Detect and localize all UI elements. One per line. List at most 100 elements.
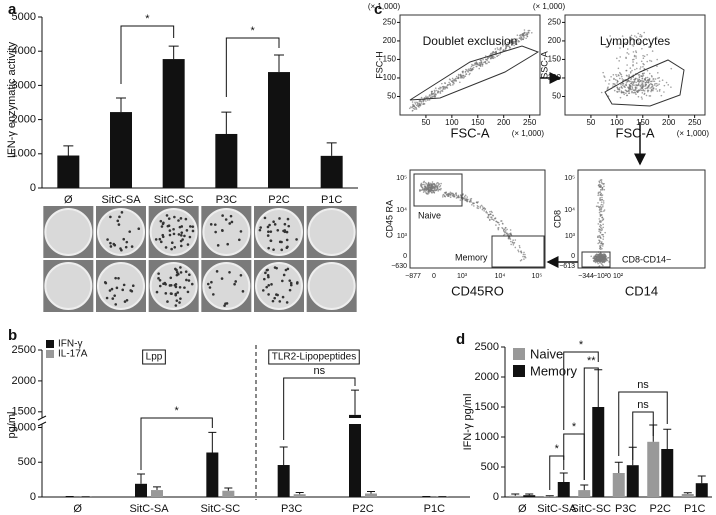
event-dot [437,181,439,184]
event-dot [415,104,418,107]
event-dot [472,202,475,204]
event-dot [481,206,484,208]
event-dot [625,84,627,87]
y-tick-label: 1000 [12,148,36,160]
event-dot [651,50,654,52]
event-dot [602,202,605,204]
x-tick-label: 250 [688,118,702,127]
colony-spot [286,267,290,271]
event-dot [603,210,605,212]
colony-spot [172,227,175,231]
event-dot [451,77,454,80]
event-dot [608,79,611,81]
event-dot [601,247,603,250]
colony-spot [175,299,179,302]
x-tick-label: 10⁴ [495,273,506,280]
event-dot [464,71,467,73]
bar [320,155,343,188]
event-dot [506,41,509,44]
colony-spot [164,292,168,295]
event-dot [634,78,636,81]
event-dot [499,53,502,55]
bar [222,490,235,497]
legend-label: IL-17A [58,349,88,360]
colony-spot [177,219,180,222]
axis-label: FSC-H [374,51,384,79]
event-dot [637,32,639,35]
y-tick-label: 10⁵ [396,175,407,182]
event-dot [653,80,656,83]
colony-spot [283,222,287,226]
event-dot [656,58,658,61]
event-dot [650,75,653,77]
colony-spot [263,277,266,281]
event-dot [422,191,425,193]
event-dot [620,83,622,86]
event-dot [420,182,423,185]
event-dot [641,81,644,83]
event-dot [435,89,437,92]
x-tick-label: Ø [64,194,73,206]
event-dot [646,89,649,92]
significance-bracket [583,367,599,480]
event-dot [480,204,483,207]
event-dot [632,81,635,83]
event-dot [430,183,432,186]
colony-spot [281,295,285,299]
event-dot [431,192,433,194]
gate-label: CD8-CD14− [622,254,671,264]
axis-label: FSC-A [451,125,490,140]
event-dot [431,187,434,189]
event-dot [600,179,602,181]
event-dot [601,186,604,189]
event-dot [481,208,484,211]
gate-label: Naive [418,210,441,220]
event-dot [600,237,602,239]
event-dot [601,233,603,236]
colony-spot [159,219,163,223]
event-dot [522,253,525,256]
event-dot [638,89,641,92]
event-dot [603,260,606,262]
x-tick-label: −10² [593,273,608,280]
event-dot [599,232,602,234]
event-dot [602,258,605,261]
event-dot [590,255,593,258]
event-dot [500,220,503,222]
bar [206,452,219,497]
event-dot [592,257,594,259]
x-tick-label: 10⁵ [532,273,543,280]
event-dot [625,92,627,95]
event-dot [607,86,609,88]
event-dot [512,41,514,44]
x-tick-label: SitC-SC [571,503,611,515]
y-tick-label: 0 [403,253,407,260]
event-dot [520,35,522,38]
event-dot [605,46,607,48]
colony-spot [179,297,182,300]
event-dot [441,90,444,93]
event-dot [622,82,624,84]
event-dot [470,65,473,68]
event-dot [427,99,429,101]
event-dot [439,86,441,89]
event-dot [665,81,668,84]
event-dot [470,68,473,71]
event-dot [639,35,641,38]
colony-spot [109,215,112,219]
event-dot [419,189,421,192]
event-dot [650,80,652,83]
event-dot [640,35,643,37]
bar [661,449,674,497]
event-dot [417,105,419,107]
event-dot [490,210,493,213]
event-dot [495,224,497,226]
error-bar [697,475,706,484]
colony-spot [206,282,210,286]
event-dot [493,219,495,221]
event-dot [641,72,644,75]
event-dot [437,190,439,192]
event-dot [473,62,476,65]
event-dot [642,54,644,57]
colony-spot [267,246,270,250]
